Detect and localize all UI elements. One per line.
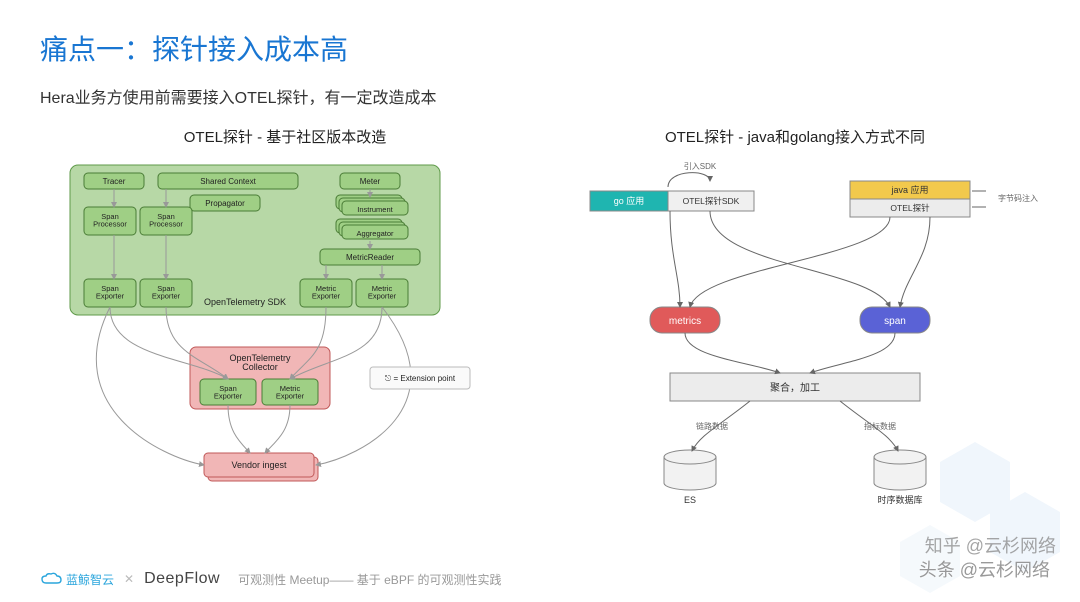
svg-text:Aggregator: Aggregator (356, 229, 394, 238)
footer: 蓝鲸智云 ✕ DeepFlow 可观测性 Meetup—— 基于 eBPF 的可… (40, 570, 501, 588)
svg-text:OpenTelemetry SDK: OpenTelemetry SDK (204, 297, 286, 307)
svg-text:⎋ = Extension point: ⎋ = Extension point (385, 374, 456, 383)
svg-text:Instrument: Instrument (357, 205, 393, 214)
footer-tagline: 可观测性 Meetup—— 基于 eBPF 的可观测性实践 (238, 571, 501, 588)
left-heading: OTEL探针 - 基于社区版本改造 (40, 126, 530, 147)
right-heading: OTEL探针 - java和golang接入方式不同 (550, 126, 1040, 147)
brand-1-text: 蓝鲸智云 (66, 571, 114, 588)
brand-logo-1: 蓝鲸智云 (40, 571, 114, 588)
svg-text:Meter: Meter (360, 177, 381, 186)
right-column: OTEL探针 - java和golang接入方式不同 go 应用 OTEL探针SD… (550, 126, 1040, 517)
slide-title: 痛点一：探针接入成本高 (0, 0, 1080, 68)
svg-text:ES: ES (684, 495, 696, 505)
svg-text:span: span (884, 316, 906, 327)
cloud-icon (40, 572, 62, 586)
svg-text:Shared Context: Shared Context (200, 177, 256, 186)
slide-subtitle: Hera业务方使用前需要接入OTEL探针，有一定改造成本 (0, 68, 1080, 108)
left-diagram: TracerShared ContextMeterPropagatorSpanP… (40, 157, 530, 517)
svg-text:聚合，加工: 聚合，加工 (770, 381, 820, 394)
svg-text:OTEL探针SDK: OTEL探针SDK (683, 196, 740, 206)
svg-text:Tracer: Tracer (103, 177, 126, 186)
svg-text:引入SDK: 引入SDK (684, 162, 717, 171)
footer-x: ✕ (124, 572, 134, 586)
svg-text:时序数据库: 时序数据库 (877, 494, 922, 505)
brand-2-text: DeepFlow (144, 570, 220, 588)
watermark-2: 头条 @云杉网络 (919, 556, 1050, 582)
left-column: OTEL探针 - 基于社区版本改造 Tracer Shared Context Me… (40, 126, 530, 517)
svg-text:OTEL探针: OTEL探针 (890, 203, 930, 213)
svg-text:字节码注入: 字节码注入 (998, 193, 1038, 203)
svg-text:Vendor ingest: Vendor ingest (231, 460, 287, 470)
svg-text:Propagator: Propagator (205, 199, 245, 208)
svg-text:java 应用: java 应用 (890, 184, 928, 195)
watermark-1: 知乎 @云杉网络 (925, 532, 1056, 558)
svg-text:go 应用: go 应用 (614, 195, 645, 206)
svg-text:MetricReader: MetricReader (346, 253, 394, 262)
right-diagram: go 应用 OTEL探针SDK 引入SDK java 应用 OTEL探针 字节码注入 met… (550, 157, 1040, 517)
svg-text:metrics: metrics (669, 316, 701, 327)
svg-text:指标数据: 指标数据 (864, 421, 896, 431)
svg-text:链路数据: 链路数据 (696, 421, 728, 431)
